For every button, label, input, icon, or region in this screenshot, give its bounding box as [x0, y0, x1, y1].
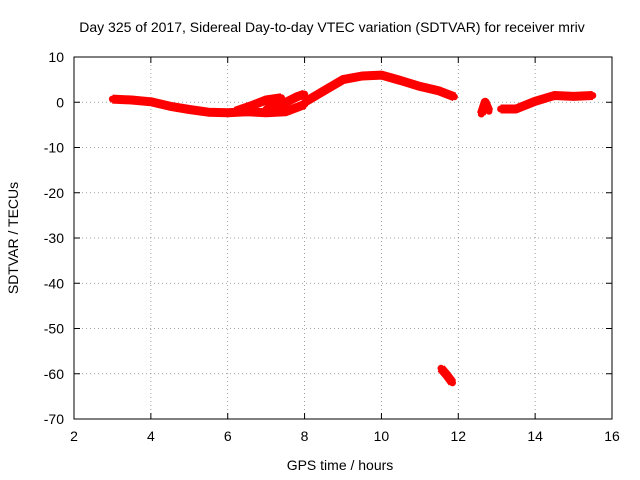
series-band [264, 89, 307, 114]
data-point [485, 107, 493, 115]
y-tick-label: -30 [44, 230, 64, 246]
series-sat-a [108, 94, 309, 118]
data-point [108, 95, 116, 103]
data-point [205, 108, 212, 116]
axis-ticks: -70 -60 -50 -40 -30 -20 -10 0 10 2 4 6 8 10 12 14 16 [44, 49, 620, 444]
y-tick-label: -10 [44, 140, 64, 156]
x-tick-label: 16 [604, 428, 620, 444]
y-tick-label: -60 [44, 366, 64, 382]
data-point [262, 105, 270, 113]
data-point [550, 92, 558, 99]
x-tick-label: 12 [450, 428, 466, 444]
y-tick-label: -40 [44, 275, 64, 291]
y-tick-label: -50 [44, 321, 64, 337]
x-tick-label: 6 [224, 428, 232, 444]
series-sat-c [262, 89, 309, 114]
data-point [377, 71, 385, 79]
chart-title: Day 325 of 2017, Sidereal Day-to-day VTE… [79, 19, 584, 35]
series-sat-d [301, 70, 458, 107]
y-tick-label: 0 [56, 94, 64, 110]
series-sat-g [437, 364, 457, 387]
x-tick-label: 10 [374, 428, 390, 444]
data-point [570, 92, 578, 100]
series-band [233, 93, 283, 116]
data-point [301, 90, 309, 98]
data-point [185, 106, 193, 113]
data-point [301, 98, 309, 106]
data-point [481, 98, 489, 106]
data-point [278, 101, 285, 108]
series-sat-b [231, 93, 285, 116]
data-point [166, 102, 174, 110]
data-point [589, 92, 597, 99]
data-point [497, 105, 505, 113]
y-axis-label: SDTVAR / TECUs [5, 182, 21, 294]
y-tick-label: 10 [48, 49, 64, 65]
data-point [437, 364, 445, 372]
data-point [477, 110, 485, 118]
y-tick-label: -20 [44, 185, 64, 201]
data-point [531, 97, 539, 105]
data-point [128, 96, 136, 104]
data-point [435, 87, 443, 95]
data-point [512, 105, 520, 113]
x-axis-label: GPS time / hours [287, 457, 394, 473]
y-tick-label: -70 [44, 411, 64, 427]
data-point [397, 77, 405, 84]
x-tick-label: 4 [147, 428, 155, 444]
x-tick-label: 14 [527, 428, 543, 444]
data-point [281, 108, 289, 116]
series-sat-f [497, 91, 597, 114]
data-point [262, 96, 270, 104]
data-point [449, 379, 456, 387]
x-tick-label: 8 [301, 428, 309, 444]
data-point [224, 109, 232, 117]
data-point [416, 82, 424, 90]
data-point [320, 87, 328, 95]
data-point [443, 371, 451, 379]
series-sat-e [477, 97, 494, 118]
data-point [147, 98, 155, 106]
x-tick-label: 2 [70, 428, 78, 444]
data-point [293, 93, 301, 101]
data-point [450, 93, 458, 101]
data-point [247, 102, 255, 110]
data-point [231, 107, 239, 115]
data-point [339, 76, 347, 84]
data-point [358, 72, 366, 80]
data-series [108, 70, 597, 387]
